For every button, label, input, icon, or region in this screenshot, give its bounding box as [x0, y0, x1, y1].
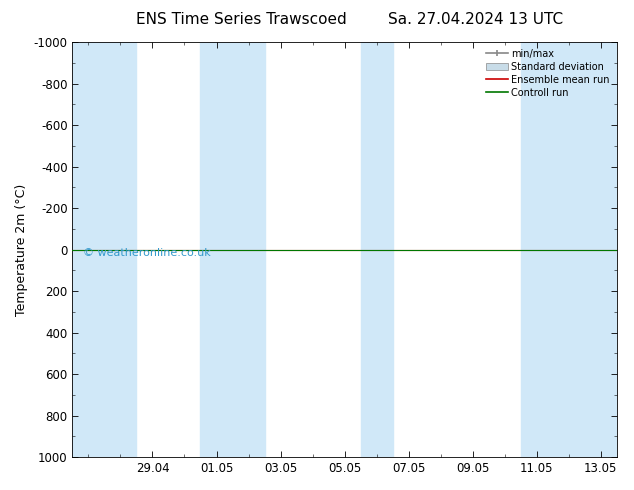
Bar	[200, 42, 264, 457]
Text: ENS Time Series Trawscoed: ENS Time Series Trawscoed	[136, 12, 346, 27]
Text: Sa. 27.04.2024 13 UTC: Sa. 27.04.2024 13 UTC	[388, 12, 563, 27]
Legend: min/max, Standard deviation, Ensemble mean run, Controll run: min/max, Standard deviation, Ensemble me…	[484, 47, 612, 99]
Text: © weatheronline.co.uk: © weatheronline.co.uk	[83, 247, 211, 258]
Bar	[72, 42, 136, 457]
Y-axis label: Temperature 2m (°C): Temperature 2m (°C)	[15, 183, 28, 316]
Bar	[361, 42, 392, 457]
Bar	[521, 42, 617, 457]
